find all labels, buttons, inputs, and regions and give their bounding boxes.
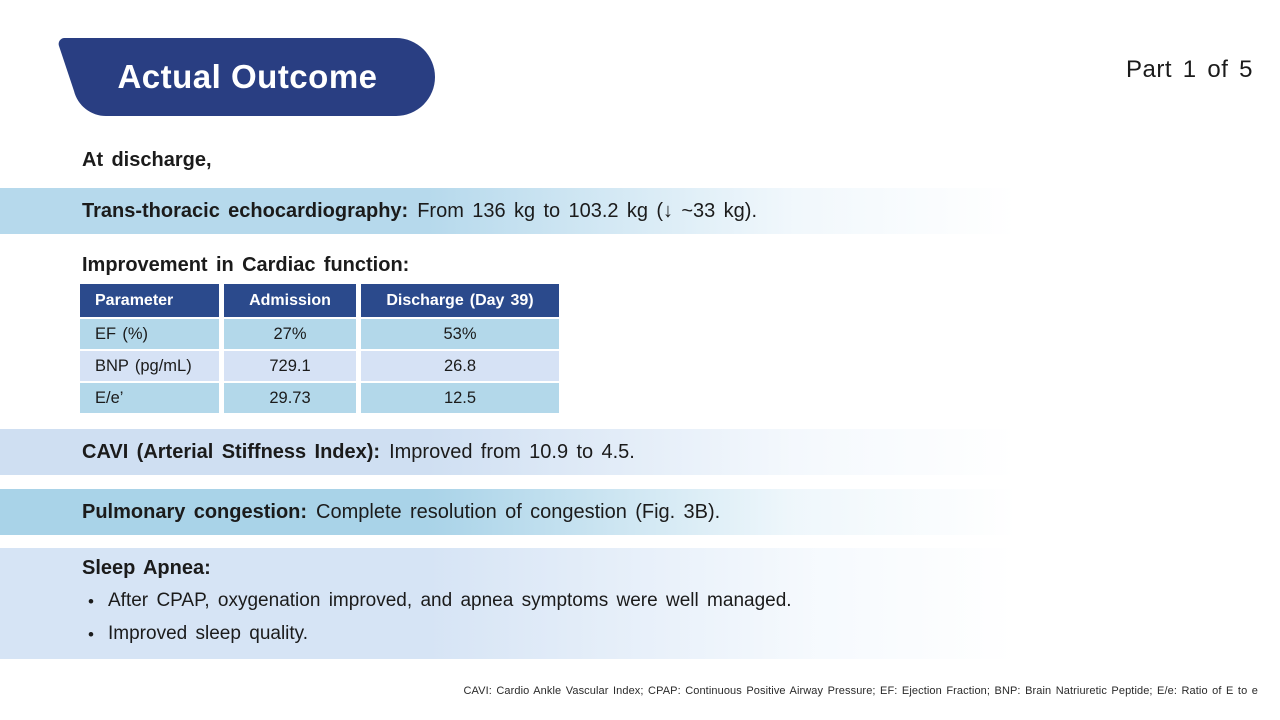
statement-label: Trans-thoracic echocardiography: (82, 199, 409, 222)
table-cell-ef-admission: 27% (224, 319, 356, 349)
statement-text: Improved from 10.9 to 4.5. (389, 440, 635, 463)
bullet-text: Improved sleep quality. (108, 623, 309, 644)
sleep-apnea-band: Sleep Apnea: • After CPAP, oxygenation i… (0, 548, 1016, 659)
statement-band-cavi: CAVI (Arterial Stiffness Index): Improve… (0, 429, 1016, 475)
sleep-apnea-heading: Sleep Apnea: (82, 557, 211, 579)
table-cell-ee-discharge: 12.5 (361, 383, 559, 413)
cardiac-function-heading: Improvement in Cardiac function: (82, 254, 410, 276)
statement-text: Complete resolution of congestion (Fig. … (316, 500, 721, 523)
statement-band-echocardiography: Trans-thoracic echocardiography: From 13… (0, 188, 1016, 234)
sleep-bullet-item: • After CPAP, oxygenation improved, and … (88, 590, 1016, 614)
table-cell-bnp-discharge: 26.8 (361, 351, 559, 381)
cardiac-table: Parameter Admission Discharge (Day 39) E… (80, 284, 559, 413)
intro-text: At discharge, (82, 149, 212, 171)
bullet-text: After CPAP, oxygenation improved, and ap… (108, 590, 792, 611)
table-header-admission: Admission (224, 284, 356, 317)
table-cell-ef-discharge: 53% (361, 319, 559, 349)
footer-abbreviations: CAVI: Cardio Ankle Vascular Index; CPAP:… (463, 685, 1258, 697)
statement-label: CAVI (Arterial Stiffness Index): (82, 440, 381, 463)
table-cell-bnp-parameter: BNP (pg/mL) (80, 351, 219, 381)
table-cell-bnp-admission: 729.1 (224, 351, 356, 381)
table-cell-ef-parameter: EF (%) (80, 319, 219, 349)
bullet-icon: • (88, 592, 94, 611)
table-header-discharge: Discharge (Day 39) (361, 284, 559, 317)
statement-text: From 136 kg to 103.2 kg (↓ ~33 kg). (417, 199, 758, 222)
title-badge-shape (58, 38, 435, 116)
table-cell-ee-parameter: E/e’ (80, 383, 219, 413)
title-badge: Actual Outcome (58, 38, 437, 116)
sleep-bullet-item: • Improved sleep quality. (88, 623, 1016, 647)
table-header-parameter: Parameter (80, 284, 219, 317)
statement-band-pulmonary: Pulmonary congestion: Complete resolutio… (0, 489, 1016, 535)
bullet-icon: • (88, 625, 94, 644)
table-cell-ee-admission: 29.73 (224, 383, 356, 413)
statement-label: Pulmonary congestion: (82, 500, 308, 523)
page-title: Actual Outcome (117, 58, 378, 95)
part-indicator: Part 1 of 5 (1125, 56, 1253, 83)
